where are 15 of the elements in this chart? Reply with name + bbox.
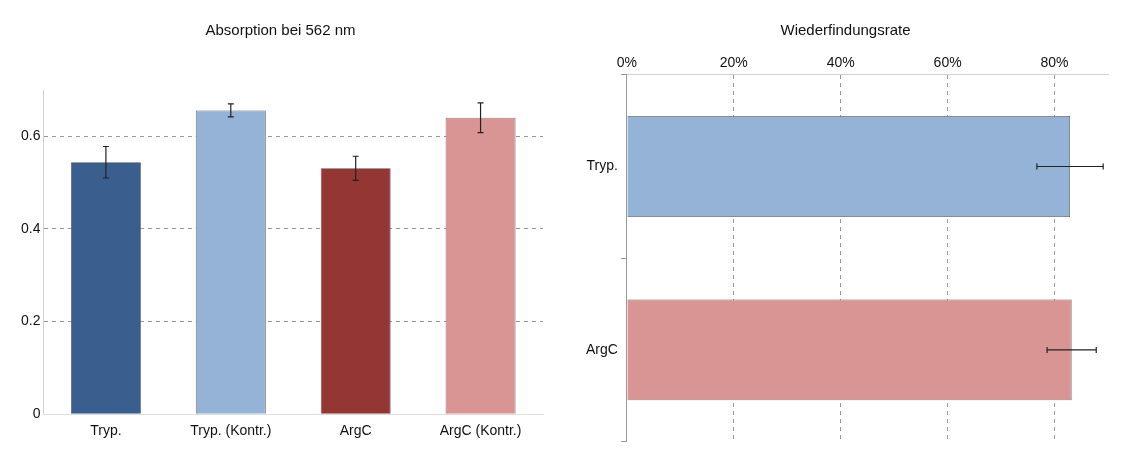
x-tick-label: Tryp. (Kontr.) (190, 422, 272, 439)
y-tick-label: 0.6 (20, 127, 41, 144)
chart-title: Wiederfindungsrate (780, 21, 911, 39)
y-tick-label: 0 (32, 405, 41, 422)
x-tick-label: 20% (719, 54, 748, 71)
x-tick-label: 80% (1040, 54, 1069, 71)
y-tick-label: 0.2 (20, 312, 41, 329)
x-tick-label: ArgC (Kontr.) (439, 422, 522, 439)
x-tick-label: 0% (616, 54, 638, 71)
x-tick-label: 40% (826, 54, 855, 71)
x-tick-label: Tryp. (90, 422, 122, 439)
x-tick-label: 60% (933, 54, 962, 71)
chart-title: Absorption bei 562 nm (205, 21, 356, 39)
x-tick-label: ArgC (339, 422, 372, 439)
y-tick-label: 0.4 (20, 219, 41, 236)
